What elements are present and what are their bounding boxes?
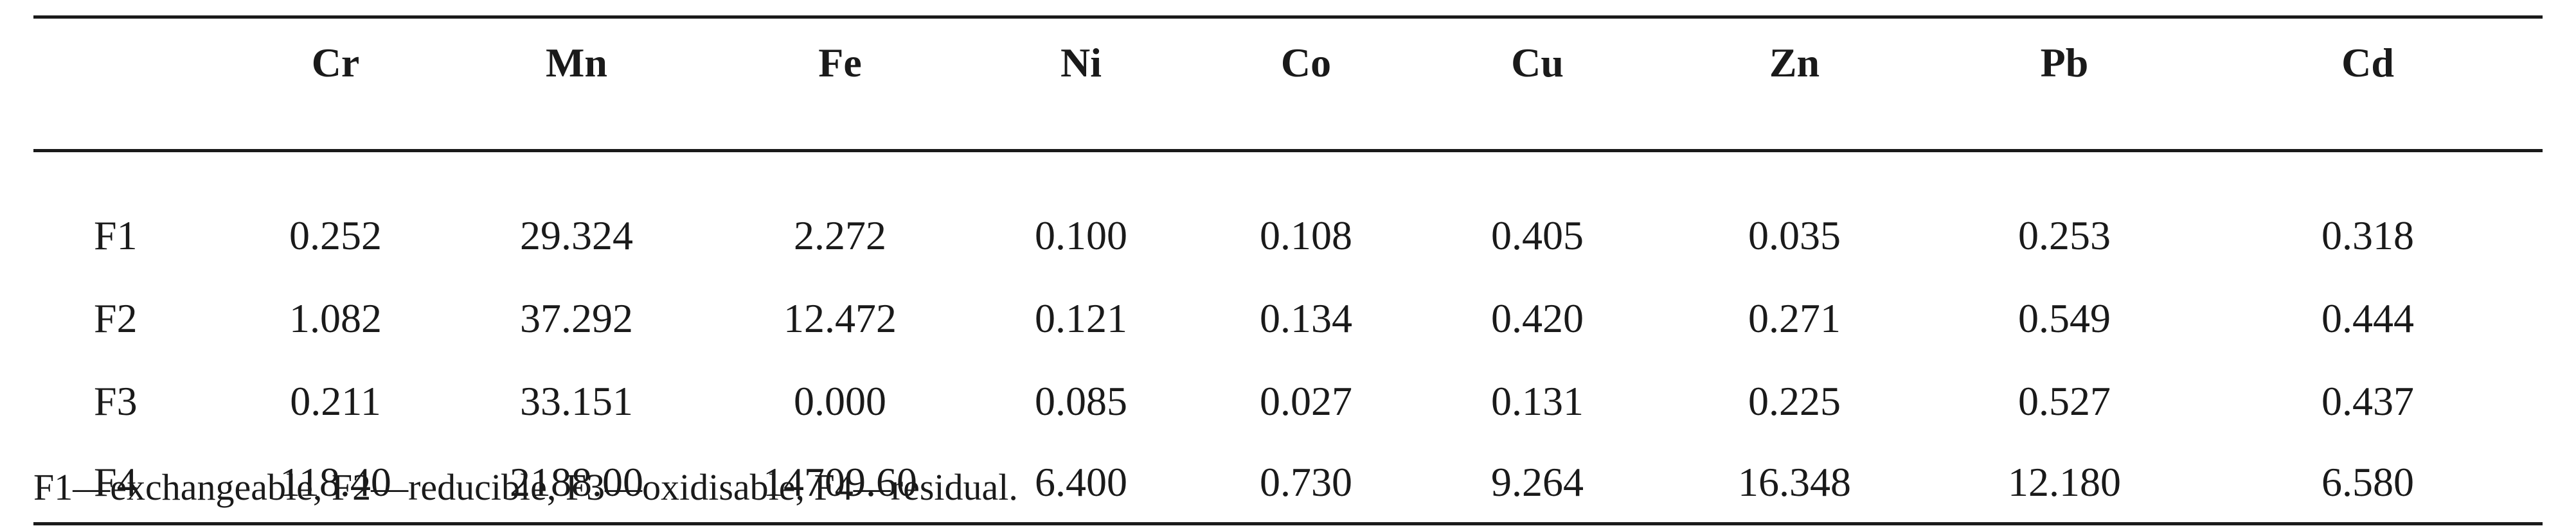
table-cell: 0.134 (1260, 295, 1352, 341)
table-cell: 33.151 (520, 378, 633, 424)
table-cell: 0.027 (1260, 378, 1352, 424)
table-cell: 16.348 (1738, 459, 1851, 505)
table-cell: 1.082 (289, 295, 382, 341)
table-top-rule (33, 15, 2543, 19)
table-cell: 0.271 (1748, 295, 1841, 341)
table-cell: 0.444 (2321, 295, 2414, 341)
table-cell: 29.324 (520, 212, 633, 258)
table-header-rule (33, 148, 2543, 152)
table-row: F2 1.082 37.292 12.472 0.121 0.134 0.420… (33, 277, 2543, 360)
table-cell: 37.292 (520, 295, 633, 341)
metal-fractions-table: Cr Mn Fe Ni Co Cu Zn Pb Cd F1 0.252 29.3… (33, 19, 2543, 522)
table-cell: 0.225 (1748, 378, 1841, 424)
table-cell: 14709.60 (763, 459, 917, 505)
table-cell: 9.264 (1491, 459, 1584, 505)
column-header-zn: Zn (1769, 39, 1820, 85)
table-cell: 0.253 (2018, 212, 2111, 258)
table-cell: 0.000 (794, 378, 886, 424)
table-cell: 0.252 (289, 212, 382, 258)
column-header-pb: Pb (2040, 39, 2089, 85)
table-cell: 0.108 (1260, 212, 1352, 258)
table-cell: 0.100 (1035, 212, 1127, 258)
table-cell: 0.121 (1035, 295, 1127, 341)
table-cell: 0.211 (290, 378, 381, 424)
table-cell: 12.180 (2008, 459, 2121, 505)
table-cell: 2188.00 (510, 459, 643, 505)
table-row: F1 0.252 29.324 2.272 0.100 0.108 0.405 … (33, 194, 2543, 277)
table-cell: 0.085 (1035, 378, 1127, 424)
column-header-blank (33, 19, 226, 107)
column-header-cr: Cr (311, 39, 360, 85)
row-label: F1 (94, 212, 138, 258)
column-header-ni: Ni (1060, 39, 1102, 85)
table-cell: 0.730 (1260, 459, 1352, 505)
table-row: F4 118.40 2188.00 14709.60 6.400 0.730 9… (33, 443, 2543, 522)
table-cell: 6.400 (1035, 459, 1127, 505)
table-cell: 0.437 (2321, 378, 2414, 424)
table-cell: 118.40 (280, 459, 391, 505)
row-label: F3 (94, 378, 138, 424)
table-cell: 0.527 (2018, 378, 2111, 424)
table-footnote: F1—exchangeable, F2—reducible, F3—oxidis… (33, 466, 1018, 508)
table-row: F3 0.211 33.151 0.000 0.085 0.027 0.131 … (33, 360, 2543, 443)
table-cell: 0.035 (1748, 212, 1841, 258)
table-cell: 0.318 (2321, 212, 2414, 258)
header-row: Cr Mn Fe Ni Co Cu Zn Pb Cd (33, 19, 2543, 107)
table-cell: 6.580 (2321, 459, 2414, 505)
column-header-co: Co (1280, 39, 1332, 85)
data-table-container: Cr Mn Fe Ni Co Cu Zn Pb Cd F1 0.252 29.3… (33, 15, 2543, 525)
column-header-mn: Mn (546, 39, 607, 85)
table-cell: 12.472 (783, 295, 897, 341)
table-cell: 2.272 (794, 212, 886, 258)
row-label: F4 (94, 459, 138, 505)
row-label: F2 (94, 295, 138, 341)
column-header-cd: Cd (2341, 39, 2394, 85)
table-cell: 0.420 (1491, 295, 1584, 341)
table-cell: 0.131 (1491, 378, 1584, 424)
table-cell: 0.405 (1491, 212, 1584, 258)
column-header-fe: Fe (818, 39, 862, 85)
table-bottom-rule (33, 522, 2543, 525)
table-cell: 0.549 (2018, 295, 2111, 341)
column-header-cu: Cu (1511, 39, 1564, 85)
